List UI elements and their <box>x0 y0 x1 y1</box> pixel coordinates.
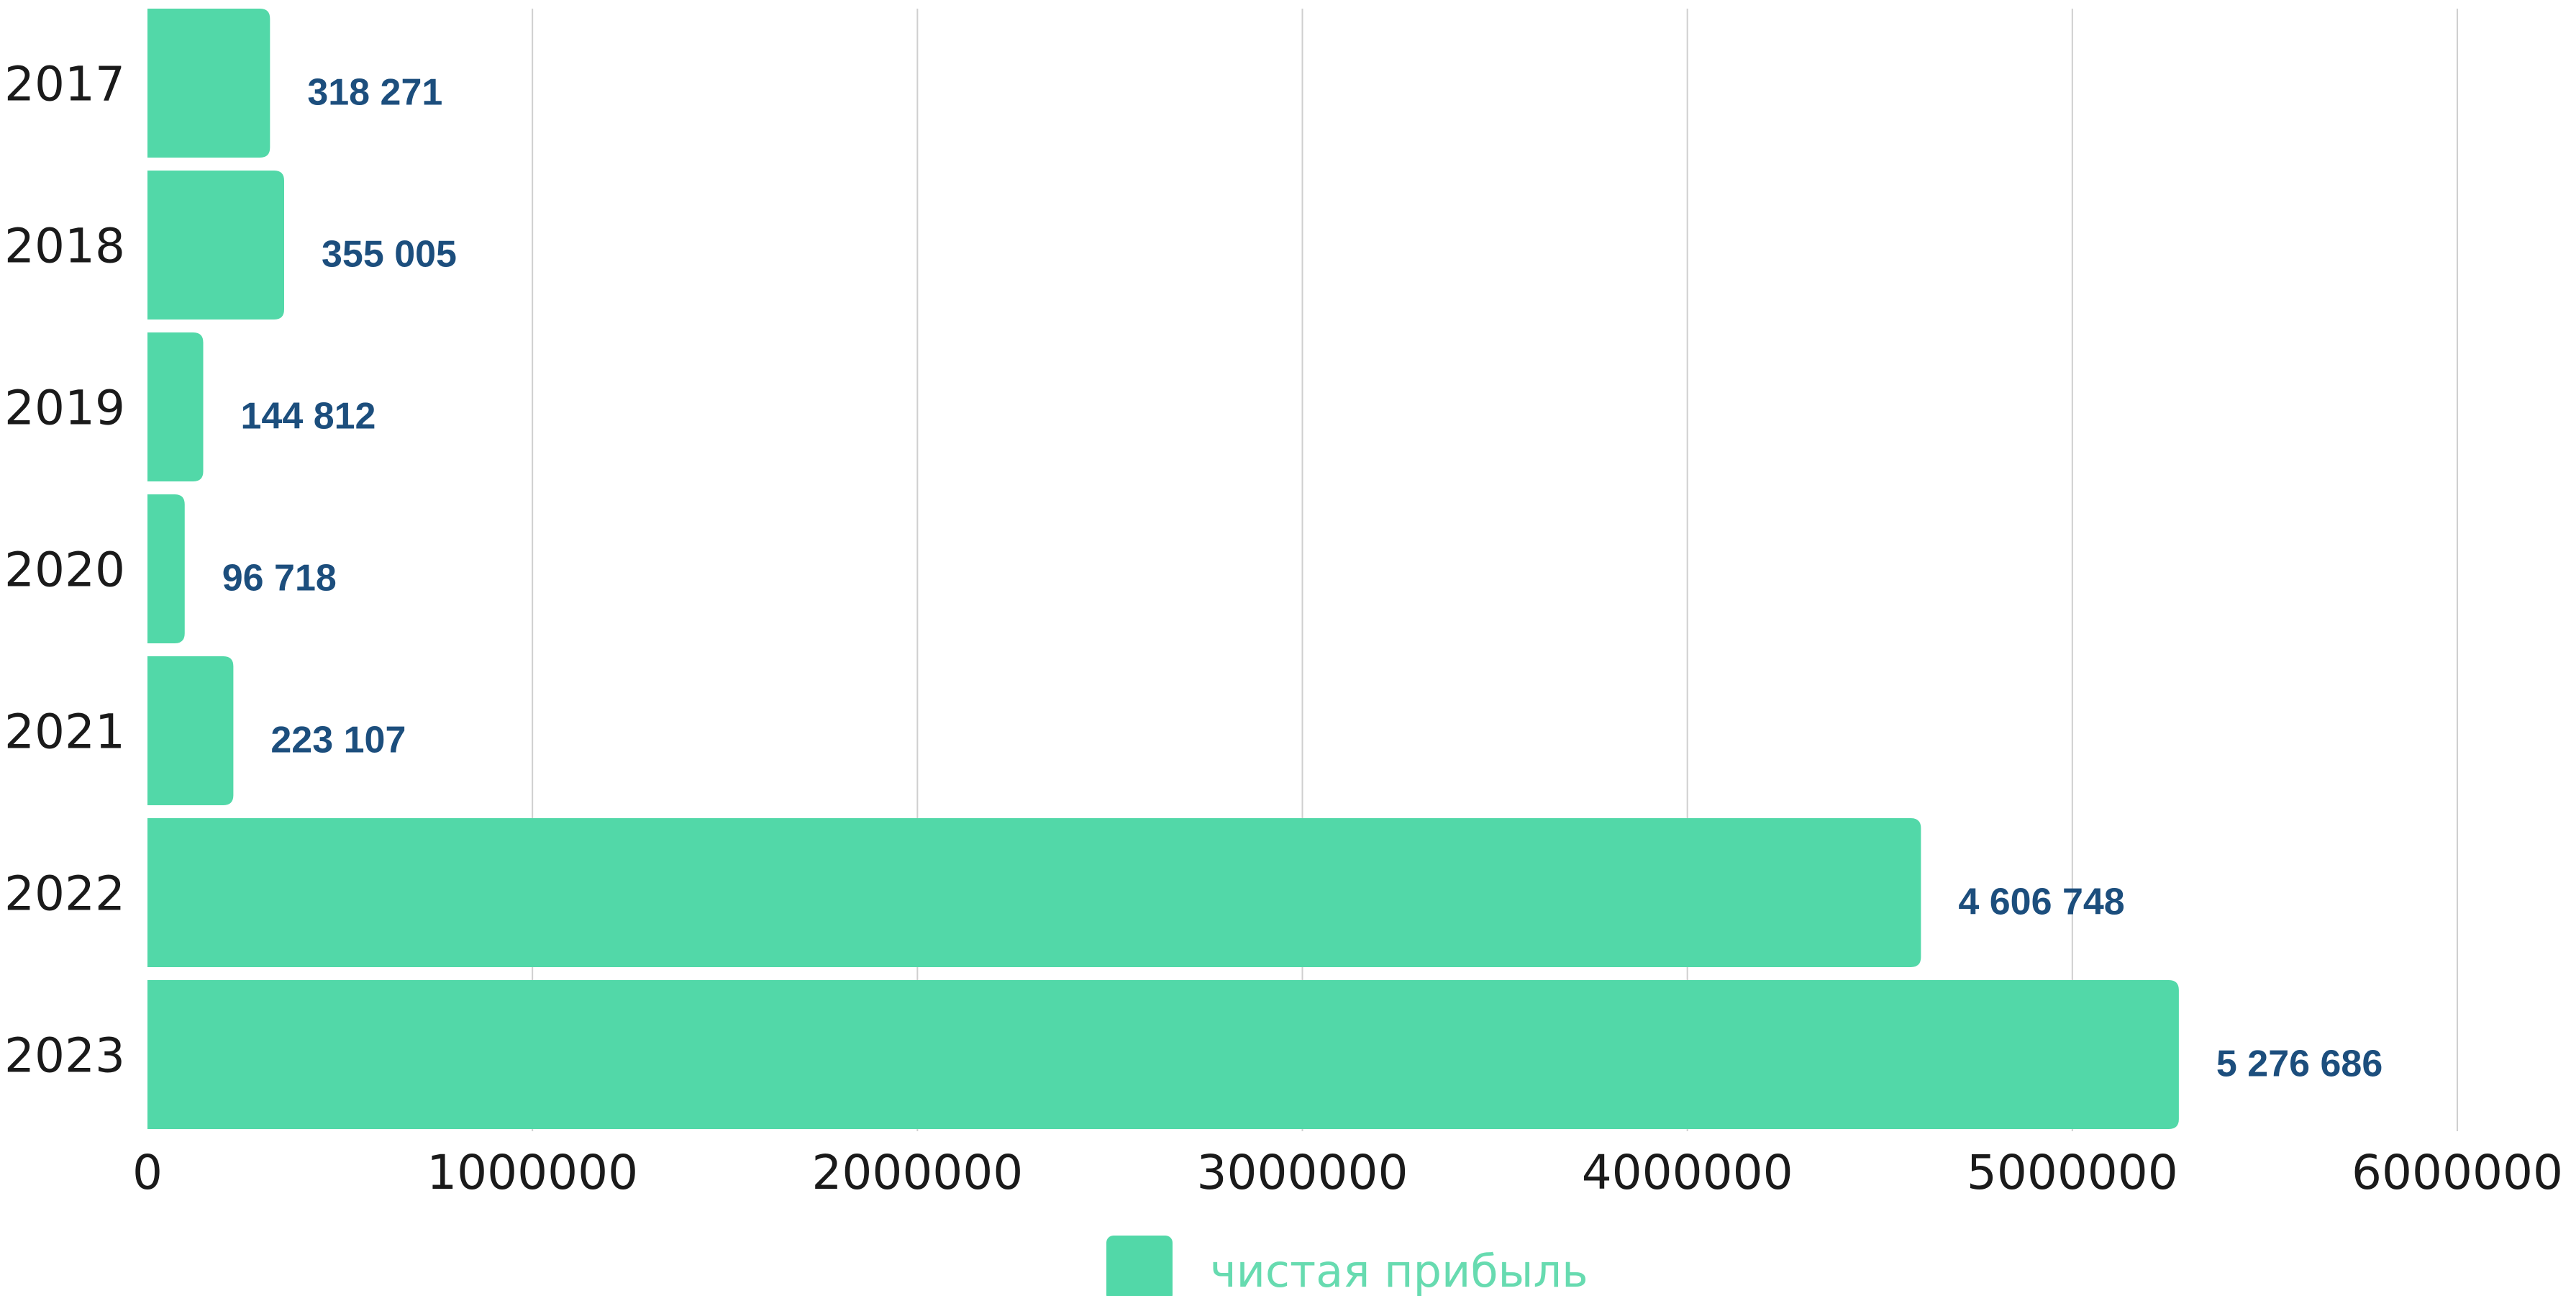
x-tick-label: 6000000 <box>2352 1145 2563 1200</box>
x-axis-tick-labels: 0 1000000 2000000 3000000 4000000 5000000 6000… <box>132 1145 2563 1200</box>
x-tick-label: 1000000 <box>427 1145 638 1200</box>
value-labels: 318 271 355 005 144 812 96 718 223 107 4 606 … <box>222 72 2382 1085</box>
bar-2021 <box>147 656 234 805</box>
category-label-2020: 2020 <box>4 543 125 598</box>
x-tick-label: 4000000 <box>1582 1145 1793 1200</box>
bar-2018 <box>147 171 284 320</box>
x-tick-label: 5000000 <box>1967 1145 2178 1200</box>
category-label-2019: 2019 <box>4 381 125 436</box>
value-label-2023: 5 276 686 <box>2216 1043 2382 1085</box>
bar-2017 <box>147 9 270 158</box>
bar-2022 <box>147 818 1921 967</box>
legend-swatch <box>1106 1236 1173 1296</box>
category-label-2017: 2017 <box>4 57 125 112</box>
value-label-2018: 355 005 <box>322 234 457 276</box>
category-label-2022: 2022 <box>4 866 125 922</box>
x-tick-label: 0 <box>132 1145 163 1200</box>
category-label-2023: 2023 <box>4 1028 125 1084</box>
bar-2019 <box>147 332 204 481</box>
legend: чистая прибыль <box>1106 1236 1588 1296</box>
bars <box>147 9 2179 1129</box>
x-tick-label: 3000000 <box>1197 1145 1408 1200</box>
value-label-2020: 96 718 <box>222 558 337 599</box>
value-label-2017: 318 271 <box>307 72 442 114</box>
value-label-2022: 4 606 748 <box>1958 882 2124 923</box>
legend-label: чистая прибыль <box>1210 1245 1588 1296</box>
bar-2023 <box>147 980 2179 1129</box>
x-tick-label: 2000000 <box>811 1145 1023 1200</box>
value-label-2021: 223 107 <box>270 720 406 761</box>
category-labels: 2017 2018 2019 2020 2021 2022 2023 <box>4 57 125 1084</box>
category-label-2021: 2021 <box>4 704 125 760</box>
value-label-2019: 144 812 <box>240 396 376 438</box>
category-label-2018: 2018 <box>4 219 125 274</box>
bar-2020 <box>147 494 185 643</box>
